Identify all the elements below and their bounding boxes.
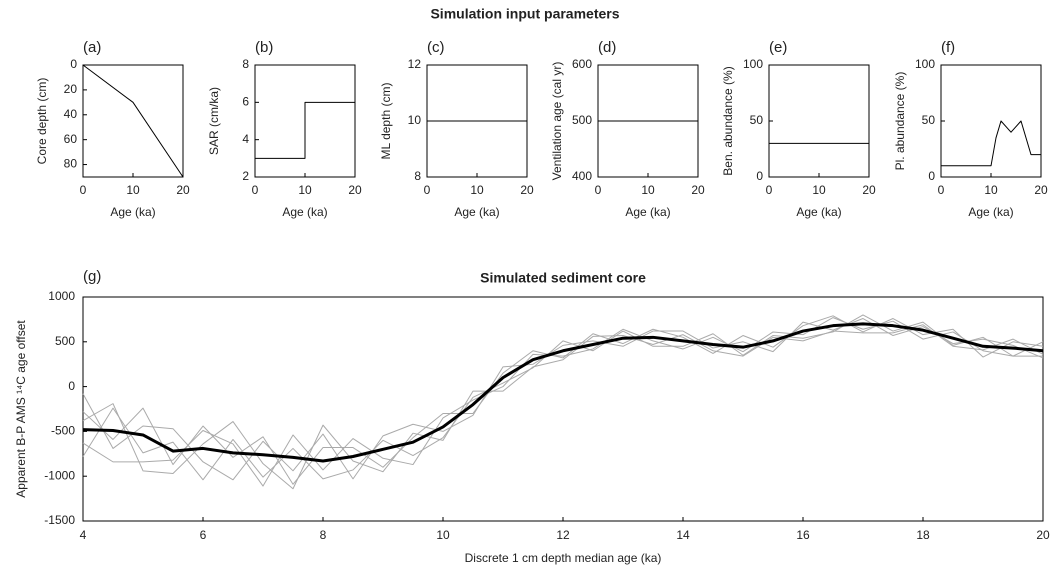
data-line [82,317,1044,487]
x-axis-label: Age (ka) [110,205,155,219]
x-axis-label: Age (ka) [625,205,670,219]
x-tick-label: 0 [938,183,945,197]
y-tick-label: 600 [572,57,592,71]
y-axis-label: Apparent B-P AMS ¹⁴C age offset [14,320,28,498]
x-tick-label: 14 [676,528,690,542]
panel-label: (g) [83,268,101,285]
x-tick-label: 0 [766,183,773,197]
y-tick-label: 40 [64,107,78,121]
y-tick-label: 60 [64,132,78,146]
x-tick-label: 4 [80,528,87,542]
y-tick-label: -1000 [44,468,75,482]
panel-label: (e) [769,39,787,56]
y-axis-label: Ventilation age (cal yr) [550,62,564,181]
x-tick-label: 10 [126,183,140,197]
data-line [82,64,184,178]
y-axis-label: Ben. abundance (%) [721,66,735,175]
panel-label: (d) [598,39,616,56]
y-tick-label: 100 [915,57,935,71]
x-tick-label: 20 [176,183,190,197]
x-tick-label: 20 [691,183,705,197]
y-tick-label: -1500 [44,513,75,527]
panel-label: (b) [255,39,273,56]
x-tick-label: 12 [556,528,570,542]
figure-title: Simulation input parameters [430,6,619,22]
y-tick-label: 400 [572,169,592,183]
plot-frame [940,64,1042,178]
x-tick-label: 16 [796,528,810,542]
x-axis-label: Age (ka) [454,205,499,219]
data-line [82,324,1044,490]
x-tick-label: 10 [984,183,998,197]
y-tick-label: 100 [743,57,763,71]
y-tick-label: 8 [414,169,421,183]
data-line [941,120,1041,167]
data-line [82,314,1043,481]
x-tick-label: 10 [298,183,312,197]
y-tick-label: 0 [756,169,763,183]
y-axis-label: Pl. abundance (%) [893,72,907,171]
y-tick-label: -500 [51,424,75,438]
x-tick-label: 10 [641,183,655,197]
y-axis-label: ML depth (cm) [379,83,393,160]
y-tick-label: 0 [70,57,77,71]
y-tick-label: 1000 [48,289,75,303]
y-tick-label: 80 [64,157,78,171]
y-tick-label: 4 [242,132,249,146]
x-tick-label: 10 [436,528,450,542]
x-axis-label: Age (ka) [796,205,841,219]
plot-frame [768,64,870,178]
x-tick-label: 20 [1036,528,1050,542]
x-tick-label: 20 [520,183,534,197]
x-tick-label: 0 [80,183,87,197]
y-tick-label: 0 [928,169,935,183]
x-tick-label: 10 [470,183,484,197]
panel-label: (c) [427,39,445,56]
y-tick-label: 10 [408,113,422,127]
data-line [82,318,1044,481]
panel-label: (f) [941,39,955,56]
y-axis-label: Core depth (cm) [35,78,49,165]
x-tick-label: 20 [1034,183,1048,197]
y-tick-label: 500 [55,334,75,348]
y-tick-label: 20 [64,82,78,96]
x-tick-label: 10 [812,183,826,197]
y-tick-label: 50 [750,113,764,127]
data-line [82,322,1044,463]
panel-label: (a) [83,39,101,56]
chart-title: Simulated sediment core [480,270,646,286]
x-tick-label: 0 [252,183,259,197]
x-axis-label: Age (ka) [968,205,1013,219]
y-tick-label: 0 [68,379,75,393]
y-tick-label: 500 [572,113,592,127]
x-axis-label: Discrete 1 cm depth median age (ka) [465,551,662,565]
x-tick-label: 20 [862,183,876,197]
y-axis-label: SAR (cm/ka) [207,87,221,155]
x-tick-label: 8 [320,528,327,542]
data-line [82,315,1044,485]
x-tick-label: 20 [348,183,362,197]
x-tick-label: 18 [916,528,930,542]
y-tick-label: 50 [922,113,936,127]
data-line [255,101,355,159]
plot-frame [82,296,1044,522]
y-tick-label: 8 [242,57,249,71]
x-tick-label: 0 [424,183,431,197]
y-tick-label: 12 [408,57,422,71]
x-axis-label: Age (ka) [282,205,327,219]
x-tick-label: 6 [200,528,207,542]
plot-frame [82,64,184,178]
y-tick-label: 2 [242,169,249,183]
y-tick-label: 6 [242,95,249,109]
x-tick-label: 0 [595,183,602,197]
